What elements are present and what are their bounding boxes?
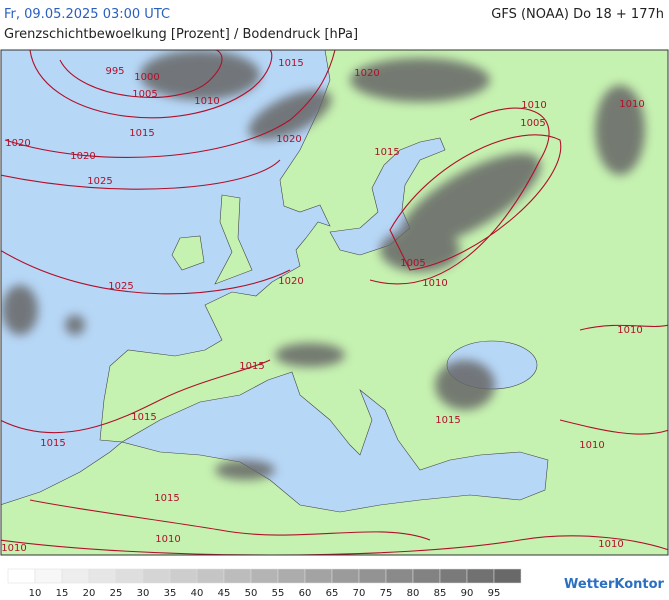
legend-swatch — [34, 568, 63, 584]
isobar-label: 1005 — [520, 118, 545, 129]
legend-swatch — [439, 568, 468, 584]
isobar-label: 1010 — [155, 534, 180, 545]
legend: 10 15 20 25 30 35 40 45 50 55 60 65 70 75 80 85 90 95 — [7, 568, 522, 599]
isobar-label: 995 — [105, 66, 124, 77]
legend-label: 85 — [434, 588, 447, 599]
legend-swatch — [7, 568, 36, 584]
isobar-label: 1005 — [132, 89, 157, 100]
legend-label: 35 — [164, 588, 177, 599]
model-run: GFS (NOAA) Do 18 + 177h — [491, 7, 664, 22]
great-britain — [214, 194, 253, 285]
legend-label: 65 — [326, 588, 339, 599]
isobar-label: 1015 — [239, 361, 264, 372]
isobar-label: 1010 — [617, 325, 642, 336]
isobar-label: 1015 — [40, 438, 65, 449]
subtitle: Grenzschichtbewoelkung [Prozent] / Boden… — [4, 27, 358, 42]
legend-swatch — [331, 568, 360, 584]
legend-label: 45 — [218, 588, 231, 599]
isobar-label: 1020 — [276, 134, 301, 145]
isobar-label: 1015 — [374, 147, 399, 158]
legend-label: 15 — [56, 588, 69, 599]
isobar-label: 1020 — [70, 151, 95, 162]
isobar-label: 1015 — [129, 128, 154, 139]
isobar-label: 1010 — [422, 278, 447, 289]
isobar-label: 1015 — [131, 412, 156, 423]
ireland — [171, 235, 205, 271]
legend-swatch — [223, 568, 252, 584]
isobar-labels: 995 1000 1005 1010 1015 1020 1010 1005 1010 1015 1… — [1, 58, 644, 554]
isobar-label: 1010 — [619, 99, 644, 110]
map-frame — [0, 49, 669, 556]
legend-swatch — [61, 568, 90, 584]
isobar-label: 1010 — [1, 543, 26, 554]
legend-label: 50 — [245, 588, 258, 599]
legend-label: 60 — [299, 588, 312, 599]
isobar-label: 1020 — [278, 276, 303, 287]
isobar-label: 1000 — [134, 72, 159, 83]
isobar-label: 1020 — [5, 138, 30, 149]
legend-label: 10 — [29, 588, 42, 599]
isobars — [1, 50, 668, 555]
legend-swatch — [250, 568, 279, 584]
isobar-label: 1010 — [579, 440, 604, 451]
mediterranean-sea — [121, 371, 549, 513]
legend-label: 25 — [110, 588, 123, 599]
isobar-label: 1025 — [108, 281, 133, 292]
isobar-label: 1015 — [278, 58, 303, 69]
legend-label: 70 — [353, 588, 366, 599]
isobar-label: 1010 — [521, 100, 546, 111]
isobar-label: 1025 — [87, 176, 112, 187]
legend-swatch — [277, 568, 306, 584]
legend-swatch — [169, 568, 198, 584]
legend-swatch — [304, 568, 333, 584]
map-body: 995 1000 1005 1010 1015 1020 1010 1005 1010 1015 1… — [1, 50, 668, 555]
legend-label: 20 — [83, 588, 96, 599]
legend-label: 40 — [191, 588, 204, 599]
isobar-label: 1010 — [194, 96, 219, 107]
logo: WetterKontor — [564, 577, 665, 592]
isobar-label: 1020 — [354, 68, 379, 79]
legend-label: 30 — [137, 588, 150, 599]
datetime: Fr, 09.05.2025 03:00 UTC — [4, 7, 170, 22]
isobar-label: 1015 — [154, 493, 179, 504]
legend-swatch — [358, 568, 387, 584]
legend-label: 95 — [488, 588, 501, 599]
legend-swatch — [412, 568, 441, 584]
legend-swatch — [385, 568, 414, 584]
cloud-cover — [2, 50, 645, 480]
isobar-label: 1010 — [598, 539, 623, 550]
legend-swatch — [88, 568, 117, 584]
legend-label: 90 — [461, 588, 474, 599]
legend-swatch — [115, 568, 144, 584]
legend-label: 55 — [272, 588, 285, 599]
legend-swatch — [466, 568, 495, 584]
legend-swatch — [196, 568, 225, 584]
legend-label: 75 — [380, 588, 393, 599]
isobar-label: 1015 — [435, 415, 460, 426]
baltic-sea — [329, 137, 446, 256]
legend-label: 80 — [407, 588, 420, 599]
isobar-label: 1005 — [400, 258, 425, 269]
legend-swatch — [493, 568, 522, 584]
legend-swatch — [142, 568, 171, 584]
